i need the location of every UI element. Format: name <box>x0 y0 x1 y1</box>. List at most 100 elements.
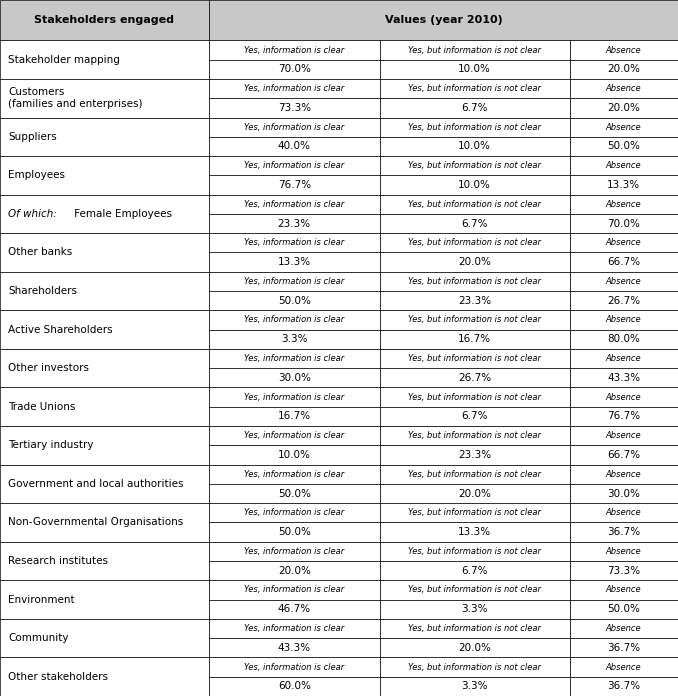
Text: Other stakeholders: Other stakeholders <box>8 672 108 681</box>
Text: 16.7%: 16.7% <box>278 411 311 421</box>
Text: Absence: Absence <box>606 585 641 594</box>
Bar <box>380 426 570 445</box>
Text: Absence: Absence <box>606 200 641 209</box>
Bar <box>0 40 209 79</box>
Text: Yes, information is clear: Yes, information is clear <box>244 547 344 556</box>
Text: Yes, but information is not clear: Yes, but information is not clear <box>408 45 541 54</box>
Text: 23.3%: 23.3% <box>458 296 491 306</box>
Bar <box>209 0 678 40</box>
Text: Yes, but information is not clear: Yes, but information is not clear <box>408 624 541 633</box>
Text: Yes, information is clear: Yes, information is clear <box>244 238 344 247</box>
Bar <box>209 619 380 638</box>
Text: Yes, information is clear: Yes, information is clear <box>244 624 344 633</box>
Text: 13.3%: 13.3% <box>607 180 640 190</box>
Bar <box>380 253 570 271</box>
Bar <box>209 330 380 349</box>
Text: 43.3%: 43.3% <box>278 643 311 653</box>
Bar <box>380 523 570 541</box>
Bar <box>380 310 570 330</box>
Text: Shareholders: Shareholders <box>8 286 77 296</box>
Text: 3.3%: 3.3% <box>281 334 308 345</box>
Bar <box>570 368 678 388</box>
Text: 26.7%: 26.7% <box>458 373 491 383</box>
Text: 46.7%: 46.7% <box>278 604 311 615</box>
Text: Community: Community <box>8 633 68 643</box>
Bar <box>570 619 678 638</box>
Text: 43.3%: 43.3% <box>607 373 640 383</box>
Text: Suppliers: Suppliers <box>8 132 57 142</box>
Bar <box>570 426 678 445</box>
Text: Absence: Absence <box>606 161 641 171</box>
Text: Absence: Absence <box>606 238 641 247</box>
Text: Government and local authorities: Government and local authorities <box>8 479 184 489</box>
Text: Yes, information is clear: Yes, information is clear <box>244 508 344 517</box>
Bar <box>570 503 678 523</box>
Bar <box>0 580 209 619</box>
Bar <box>0 156 209 195</box>
Text: Absence: Absence <box>606 547 641 556</box>
Text: 76.7%: 76.7% <box>278 180 311 190</box>
Text: Of which:: Of which: <box>8 209 57 219</box>
Bar <box>380 503 570 523</box>
Bar <box>380 619 570 638</box>
Text: Other banks: Other banks <box>8 248 73 258</box>
Text: Yes, information is clear: Yes, information is clear <box>244 585 344 594</box>
Text: 6.7%: 6.7% <box>461 103 488 113</box>
Bar <box>0 619 209 658</box>
Text: Absence: Absence <box>606 393 641 402</box>
Bar <box>209 137 380 156</box>
Bar <box>209 445 380 465</box>
Text: Absence: Absence <box>606 45 641 54</box>
Text: Absence: Absence <box>606 277 641 286</box>
Text: Yes, but information is not clear: Yes, but information is not clear <box>408 315 541 324</box>
Text: 20.0%: 20.0% <box>458 489 491 498</box>
Bar <box>380 175 570 195</box>
Text: 50.0%: 50.0% <box>607 604 640 615</box>
Bar <box>0 310 209 349</box>
Text: 13.3%: 13.3% <box>458 527 491 537</box>
Bar <box>380 388 570 406</box>
Text: Yes, but information is not clear: Yes, but information is not clear <box>408 432 541 440</box>
Bar <box>380 330 570 349</box>
Bar <box>209 175 380 195</box>
Text: Yes, but information is not clear: Yes, but information is not clear <box>408 508 541 517</box>
Bar <box>570 330 678 349</box>
Bar <box>0 503 209 541</box>
Bar <box>570 175 678 195</box>
Text: 73.3%: 73.3% <box>278 103 311 113</box>
Text: Yes, information is clear: Yes, information is clear <box>244 315 344 324</box>
Text: Absence: Absence <box>606 508 641 517</box>
Text: Absence: Absence <box>606 663 641 672</box>
Bar <box>209 638 380 658</box>
Bar <box>209 426 380 445</box>
Bar <box>209 310 380 330</box>
Text: 36.7%: 36.7% <box>607 527 640 537</box>
Bar <box>209 599 380 619</box>
Text: 6.7%: 6.7% <box>461 411 488 421</box>
Text: Female Employees: Female Employees <box>71 209 172 219</box>
Bar <box>209 118 380 137</box>
Bar <box>380 580 570 599</box>
Bar <box>209 580 380 599</box>
Bar <box>0 388 209 426</box>
Bar <box>209 484 380 503</box>
Bar <box>570 638 678 658</box>
Text: 16.7%: 16.7% <box>458 334 491 345</box>
Bar <box>380 291 570 310</box>
Text: 20.0%: 20.0% <box>607 64 640 74</box>
Bar <box>209 60 380 79</box>
Bar <box>0 195 209 233</box>
Text: Active Shareholders: Active Shareholders <box>8 324 113 335</box>
Bar <box>209 677 380 696</box>
Bar <box>209 40 380 60</box>
Bar <box>209 253 380 271</box>
Bar <box>209 349 380 368</box>
Bar <box>570 349 678 368</box>
Text: Stakeholders engaged: Stakeholders engaged <box>35 15 174 25</box>
Text: Environment: Environment <box>8 594 75 605</box>
Text: 36.7%: 36.7% <box>607 643 640 653</box>
Bar <box>570 388 678 406</box>
Bar <box>209 214 380 233</box>
Bar <box>570 541 678 561</box>
Text: 73.3%: 73.3% <box>607 566 640 576</box>
